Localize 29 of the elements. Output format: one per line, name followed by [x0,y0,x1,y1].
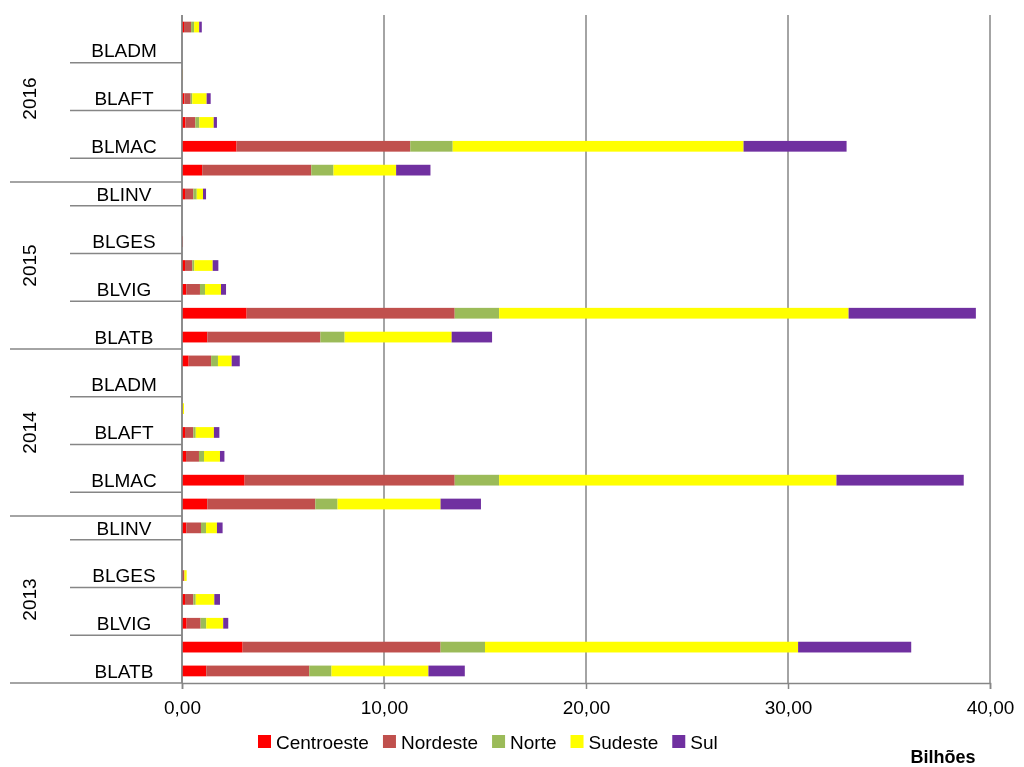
y-tick-label: BLVIG [96,279,152,301]
legend-label: Norte [510,732,557,753]
y-tick-label: BLMAC [91,135,157,157]
x-tick-label: 30,00 [764,697,813,719]
y-tick-label: BLINV [96,517,152,539]
y-tick-label: BLINV [96,183,152,205]
text: 2015 [19,244,40,287]
legend-label: Sul [690,732,718,753]
text: 2016 [19,77,40,120]
y-tick-label: BLATB [94,660,154,682]
x-tick-label: 20,00 [562,697,611,719]
legend-label: Nordeste [400,732,479,753]
y-tick-label: BLMAC [91,469,157,491]
x-tick-label: 10,00 [360,697,409,719]
y-tick-label: BLADM [91,40,157,62]
y-tick-label: BLAFT [94,88,154,110]
legend-label: Sudeste [588,732,659,753]
legend-label: Centroeste [276,732,369,753]
y-tick-label: BLATB [94,326,154,348]
y-tick-label: BLAFT [94,422,154,444]
text: 2014 [19,410,40,454]
x-tick-label: 40,00 [966,697,1015,719]
x-tick-label: 0,00 [164,697,201,719]
text: 2013 [19,578,40,621]
x-axis-title: Bilhões [910,747,976,767]
y-tick-label: BLVIG [96,613,152,635]
y-tick-label: BLADM [91,374,157,396]
y-tick-label: BLGES [92,231,156,253]
y-tick-label: BLGES [92,565,156,587]
